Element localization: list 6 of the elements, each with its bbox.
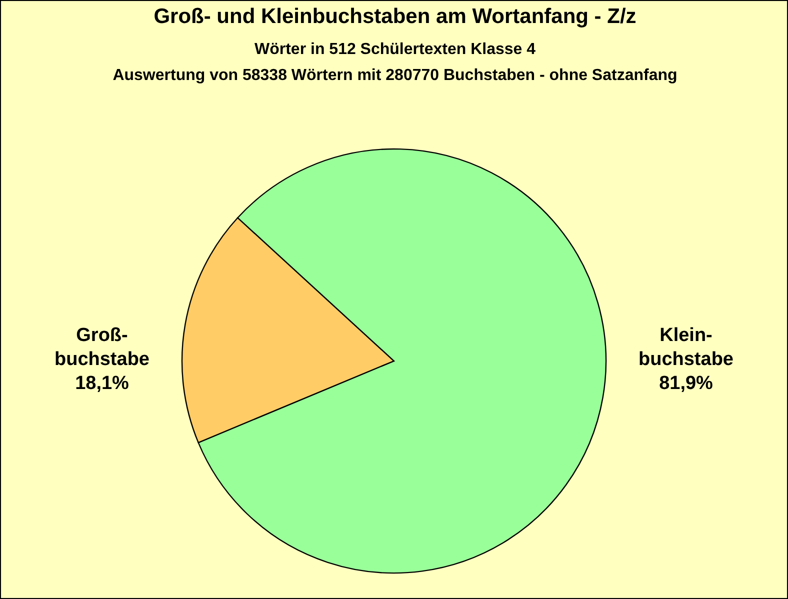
slice-label: Groß-buchstabe xyxy=(54,325,150,370)
chart-title: Groß- und Kleinbuchstaben am Wortanfang - Z/z xyxy=(152,5,638,29)
slice-label: Klein-buchstabe xyxy=(638,325,734,370)
chart-subtitle: Wörter in 512 Schülertexten Klasse 4 Auswertung von 58338 Wörtern mit 280770 Buchstaben - ohne Satzanfang xyxy=(112,41,678,85)
data-label: 81,9% xyxy=(659,373,714,394)
data-label: 18,1% xyxy=(75,373,130,394)
